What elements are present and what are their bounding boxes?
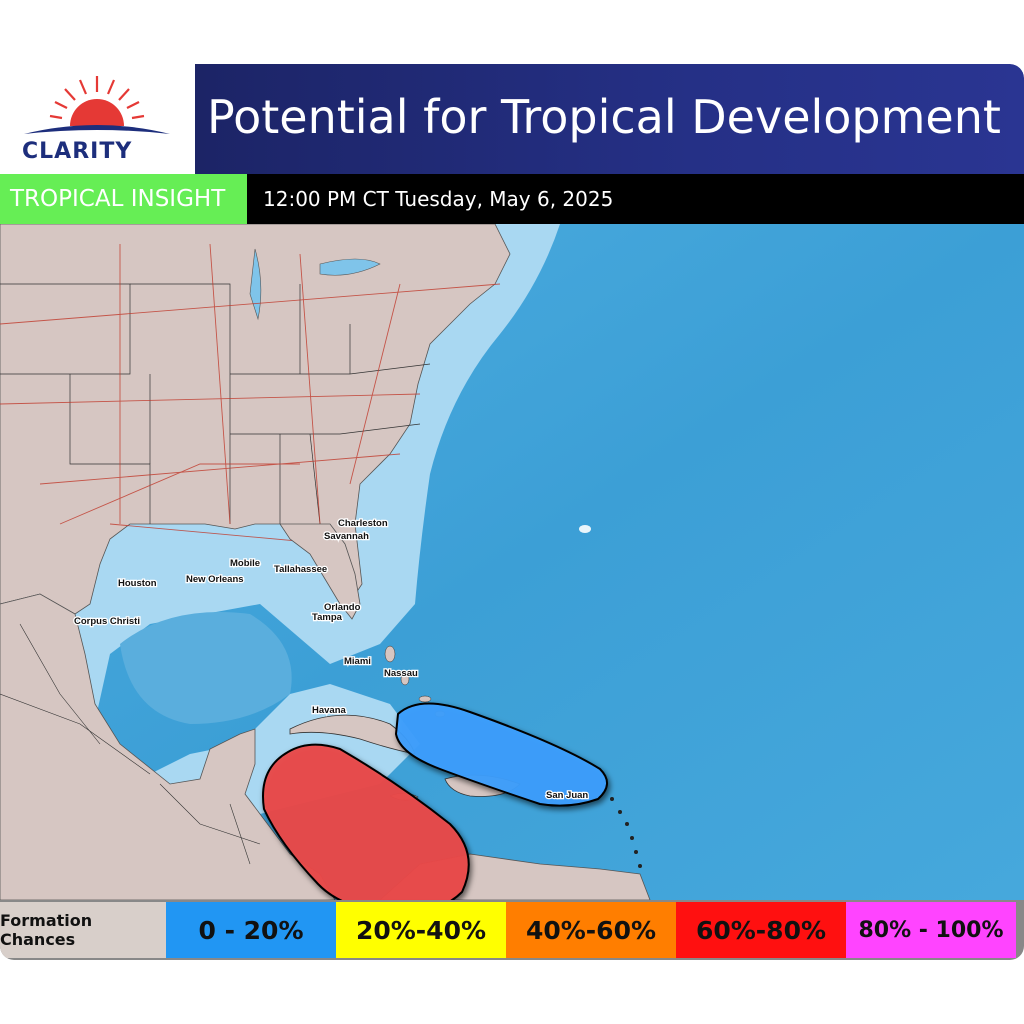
development-area-high[interactable] xyxy=(262,743,470,900)
city-label: Houston xyxy=(118,578,157,589)
legend-item-80-100: 80% - 100% xyxy=(846,902,1016,958)
legend-item-20-40: 20%-40% xyxy=(336,902,506,958)
timestamp-bar: 12:00 PM CT Tuesday, May 6, 2025 xyxy=(247,174,1024,224)
city-label: Miami xyxy=(344,656,371,667)
city-label: Nassau xyxy=(384,668,418,679)
city-label: New Orleans xyxy=(186,574,244,585)
clarity-logo: CLARITY xyxy=(0,64,195,174)
lesser-antilles xyxy=(610,797,642,868)
city-label: Tallahassee xyxy=(274,564,327,575)
formation-chances-legend: Formation Chances 0 - 20% 20%-40% 40%-60… xyxy=(0,900,1024,960)
tropical-insight-badge: TROPICAL INSIGHT xyxy=(0,174,247,224)
city-label: Savannah xyxy=(324,531,369,542)
city-labels: Charleston Savannah Mobile Tallahassee H… xyxy=(73,517,590,803)
city-label: Tampa xyxy=(312,612,343,623)
lake-michigan xyxy=(249,248,262,321)
legend-item-40-60: 40%-60% xyxy=(506,902,676,958)
city-label: Corpus Christi xyxy=(74,616,140,627)
timestamp: 12:00 PM CT Tuesday, May 6, 2025 xyxy=(263,187,614,211)
city-label: Havana xyxy=(312,705,347,716)
logo-wordmark: CLARITY xyxy=(22,139,133,164)
florida xyxy=(279,523,361,620)
city-label: San Juan xyxy=(546,790,588,801)
title-bar: Potential for Tropical Development xyxy=(195,64,1024,174)
legend-item-60-80: 60%-80% xyxy=(676,902,846,958)
state-borders xyxy=(0,283,431,525)
legend-title: Formation Chances xyxy=(0,902,166,958)
city-label: Charleston xyxy=(338,518,388,529)
legend-item-0-20: 0 - 20% xyxy=(166,902,336,958)
highways xyxy=(0,243,501,545)
badge-label: TROPICAL INSIGHT xyxy=(10,186,226,212)
bermuda xyxy=(579,525,591,533)
gulf-deep xyxy=(120,612,292,724)
graphic-frame: CLARITY Potential for Tropical Developme… xyxy=(0,64,1024,960)
city-label: Mobile xyxy=(230,558,260,569)
page-title: Potential for Tropical Development xyxy=(207,90,1001,144)
city-label: Orlando xyxy=(324,602,361,613)
sun-logo-icon xyxy=(24,76,170,134)
mexico-borders xyxy=(0,623,261,865)
atlantic-map: Charleston Savannah Mobile Tallahassee H… xyxy=(0,224,1024,900)
lake-erie xyxy=(319,258,381,276)
development-area-low[interactable] xyxy=(394,702,608,807)
